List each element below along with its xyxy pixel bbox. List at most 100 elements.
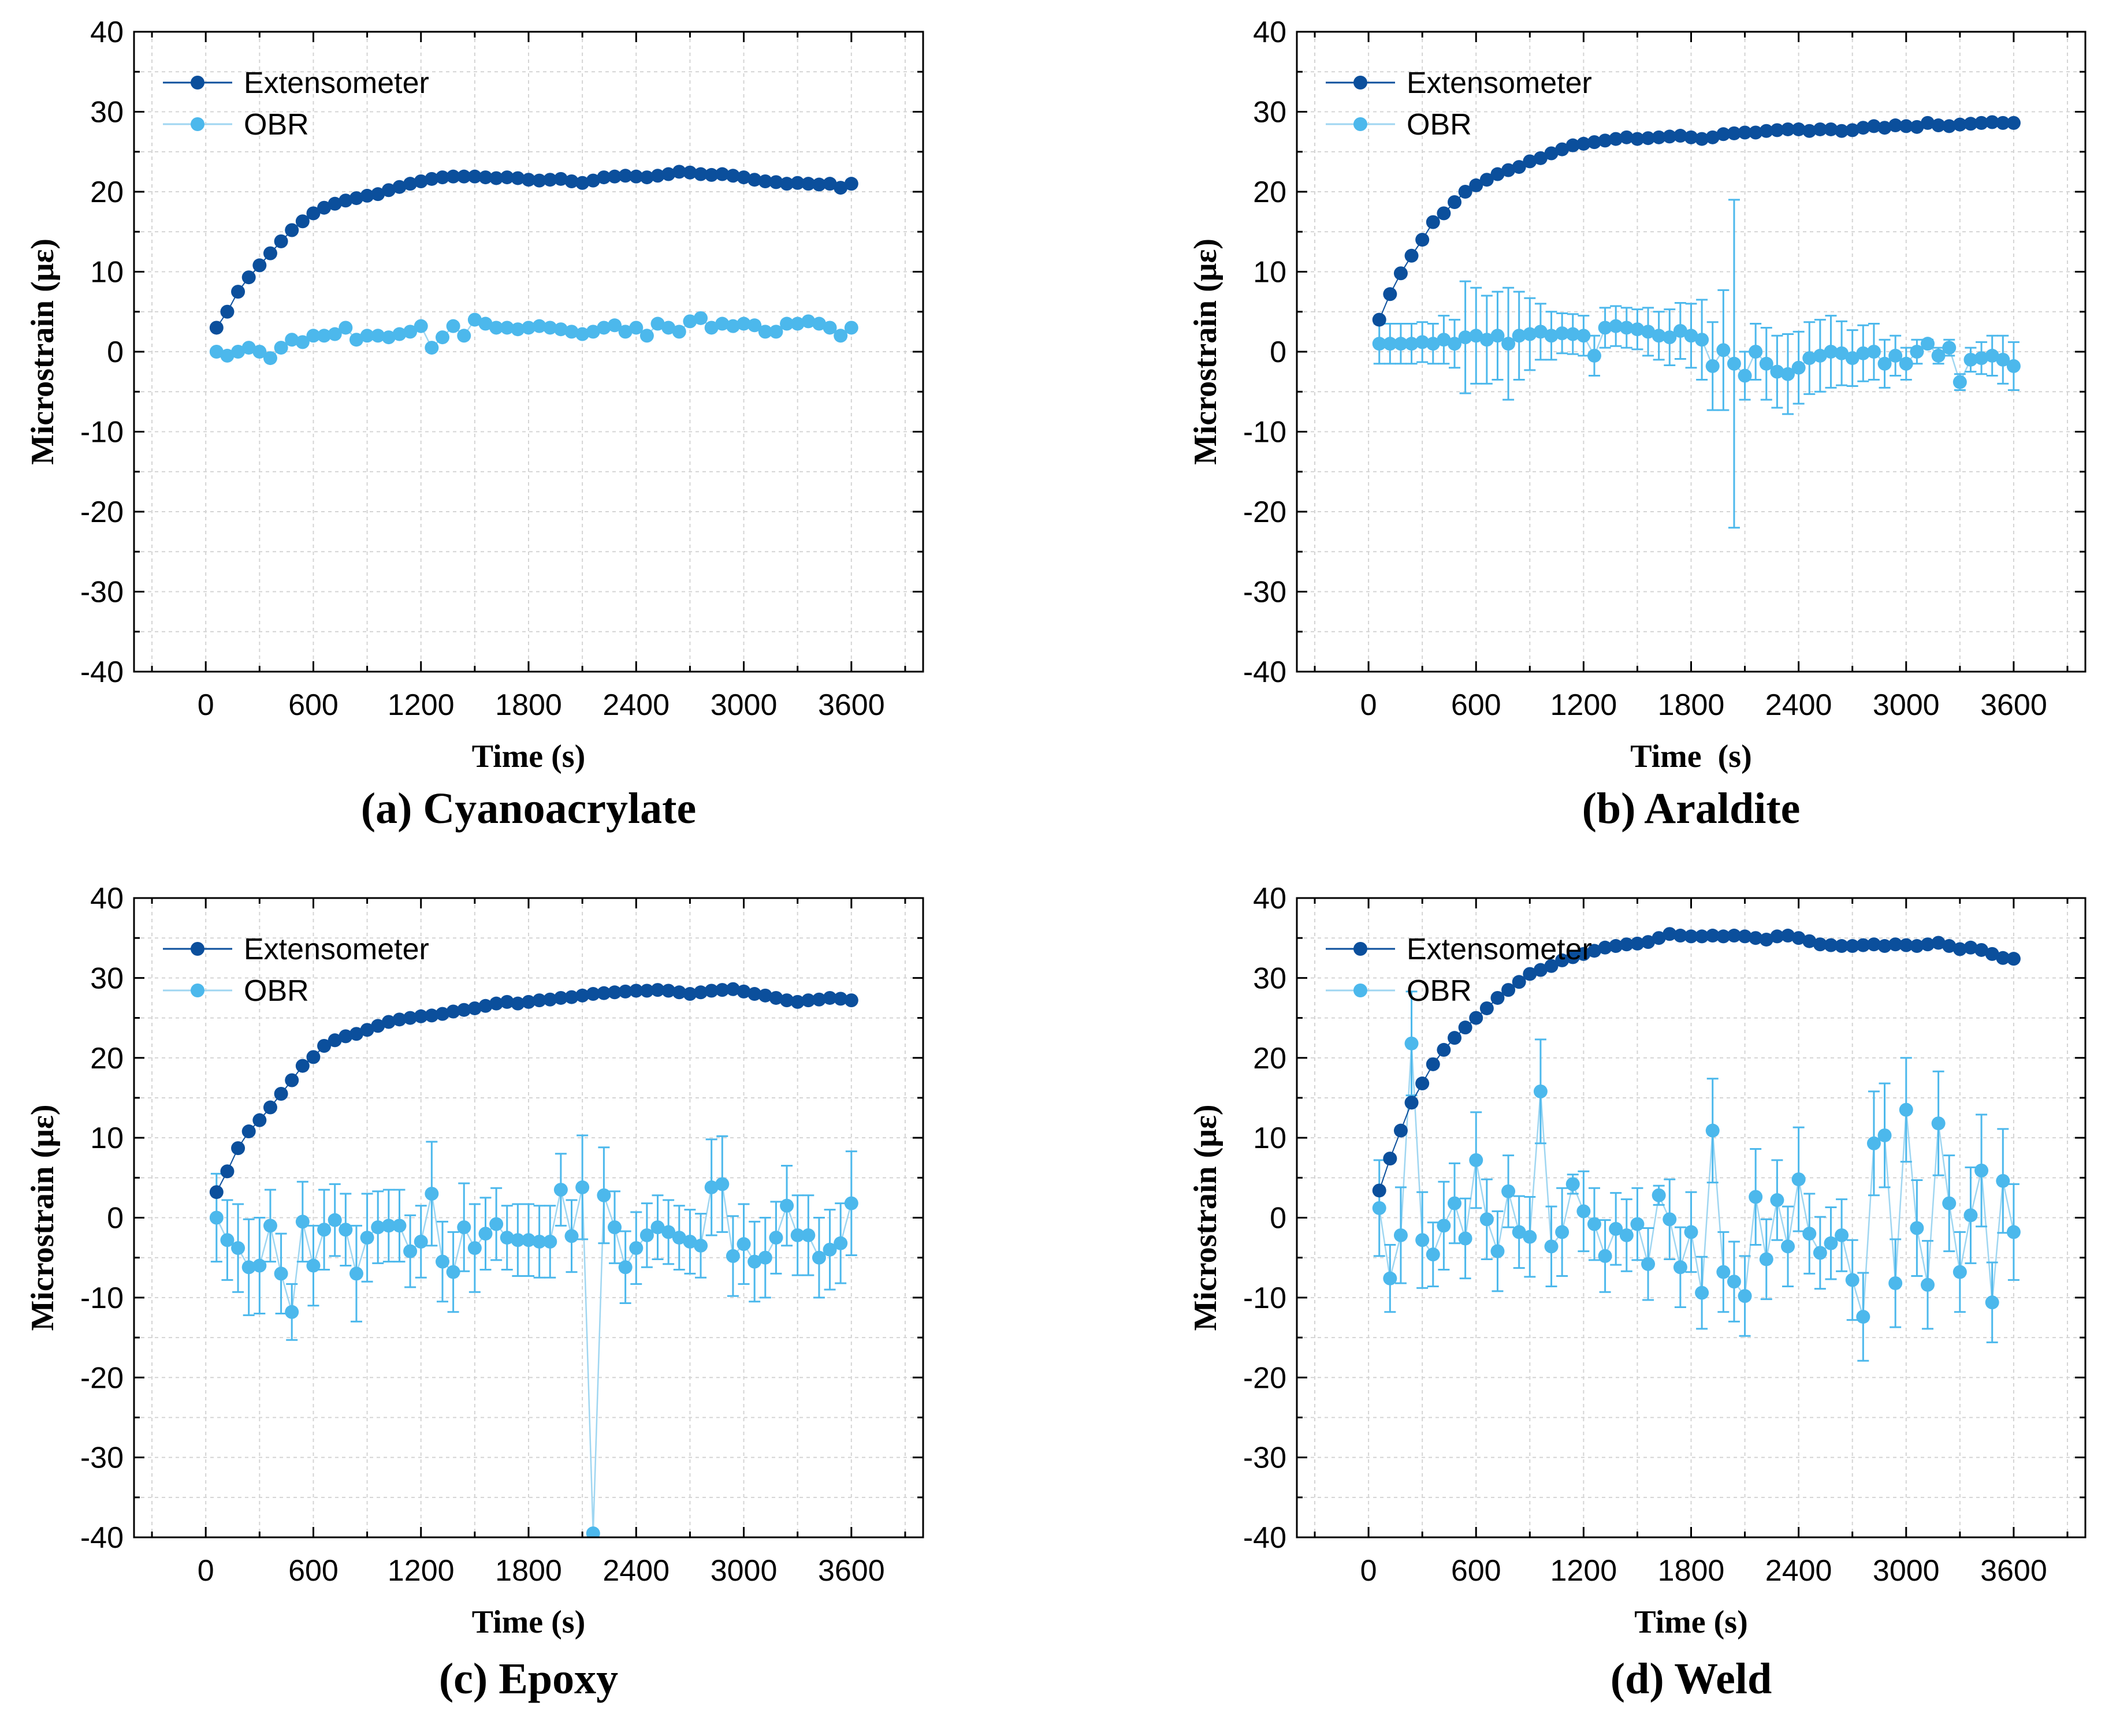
obr-point <box>1501 1184 1516 1198</box>
extensometer-point <box>1576 947 1591 961</box>
extensometer-point <box>694 167 708 181</box>
extensometer-point <box>339 1029 353 1044</box>
x-tick-label: 0 <box>198 1554 214 1588</box>
obr-point <box>1469 329 1483 343</box>
extensometer-point <box>2006 952 2021 966</box>
legend-label: Extensometer <box>1407 933 1592 966</box>
extensometer-point <box>489 171 504 185</box>
extensometer-point <box>1802 124 1817 138</box>
chart-panel-1: -40 -30 -20 -10 0 10 20 30 40 0 600 1200 1800 2400 300… <box>25 16 924 833</box>
legend-label: OBR <box>244 974 309 1008</box>
obr-point <box>1921 1277 1935 1292</box>
extensometer-line <box>215 171 852 329</box>
obr-point <box>1555 326 1570 341</box>
series-extensometer <box>1372 115 2021 327</box>
extensometer-point <box>1705 130 1720 144</box>
obr-point <box>1544 1239 1559 1254</box>
extensometer-point <box>522 994 535 1009</box>
chart-caption: (d) Weld <box>1611 1655 1772 1703</box>
extensometer-point <box>801 993 816 1008</box>
extensometer-point <box>1663 927 1677 941</box>
extensometer-point <box>478 999 493 1013</box>
obr-point <box>1856 346 1870 360</box>
x-tick-label: 1800 <box>1658 1554 1725 1588</box>
obr-point <box>726 1249 740 1263</box>
x-axis-label: Time (s) <box>1630 739 1752 774</box>
obr-point <box>1415 1233 1430 1247</box>
obr-point <box>414 319 428 333</box>
obr-point <box>220 1233 235 1247</box>
y-axis-label: Microstrain (με) <box>25 239 61 465</box>
obr-point <box>597 321 611 335</box>
obr-point <box>1888 348 1903 363</box>
extensometer-point <box>295 214 310 229</box>
extensometer-point <box>1533 963 1548 977</box>
plot-area <box>209 165 858 366</box>
extensometer-point <box>1974 942 1989 957</box>
extensometer-point <box>1888 937 1903 952</box>
extensometer-point <box>1877 939 1892 953</box>
obr-point <box>790 1228 805 1242</box>
extensometer-point <box>392 180 407 194</box>
extensometer-point <box>1576 136 1591 151</box>
obr-point <box>1469 1153 1483 1167</box>
extensometer-point <box>1942 119 1957 133</box>
obr-point <box>360 329 374 343</box>
extensometer-point <box>1921 937 1935 952</box>
extensometer-point <box>1619 937 1634 952</box>
extensometer-point <box>1437 1042 1451 1057</box>
extensometer-point <box>726 982 740 996</box>
extensometer-point <box>1942 939 1957 953</box>
extensometer-point <box>500 994 514 1009</box>
extensometer-point <box>1479 1001 1494 1015</box>
extensometer-point <box>661 984 676 998</box>
extensometer-point <box>553 172 568 186</box>
extensometer-point <box>780 993 794 1008</box>
obr-point <box>1963 1208 1978 1223</box>
extensometer-point <box>349 191 363 206</box>
extensometer-point <box>780 177 794 191</box>
legend: Extensometer OBR <box>163 933 429 1008</box>
plot-frame <box>133 897 924 1538</box>
y-axis-label: Microstrain (με) <box>1188 1104 1223 1331</box>
y-tick-label: 10 <box>90 256 124 289</box>
obr-point <box>1619 1228 1634 1242</box>
extensometer-point <box>403 1011 418 1025</box>
obr-point <box>1716 343 1731 357</box>
obr-point <box>780 1198 794 1213</box>
obr-point <box>1877 356 1892 371</box>
extensometer-point <box>608 169 622 184</box>
legend-marker <box>191 942 204 956</box>
extensometer-point <box>1684 929 1698 944</box>
extensometer-point <box>1824 938 1838 952</box>
extensometer-point <box>801 177 816 191</box>
obr-point <box>295 335 310 349</box>
extensometer-point <box>1383 287 1397 301</box>
y-tick-label: -30 <box>80 1441 124 1475</box>
legend-marker <box>1353 117 1367 131</box>
extensometer-point <box>532 993 546 1008</box>
obr-point <box>629 1241 644 1256</box>
obr-point <box>478 1227 493 1241</box>
extensometer-point <box>263 246 277 260</box>
extensometer-point <box>1533 151 1548 165</box>
obr-point <box>1888 1276 1903 1290</box>
extensometer-point <box>737 984 751 999</box>
extensometer-point <box>575 176 590 190</box>
extensometer-point <box>1705 929 1720 943</box>
extensometer-point <box>747 987 762 1001</box>
extensometer-point <box>1565 950 1580 964</box>
extensometer-point <box>715 167 730 181</box>
obr-point <box>618 1260 633 1275</box>
legend-marker <box>1353 984 1367 997</box>
extensometer-point <box>1512 160 1526 174</box>
obr-point <box>306 329 321 343</box>
legend-label: OBR <box>244 108 309 141</box>
obr-point <box>1404 1036 1419 1050</box>
chart-panel-2: -40 -30 -20 -10 0 10 20 30 40 0 600 1200 1800 2400 300… <box>1188 16 2087 833</box>
extensometer-point <box>457 169 471 184</box>
extensometer-point <box>1448 1031 1461 1045</box>
x-tick-label: 1200 <box>1550 688 1617 722</box>
obr-point <box>274 1266 288 1281</box>
extensometer-point <box>1479 173 1494 187</box>
